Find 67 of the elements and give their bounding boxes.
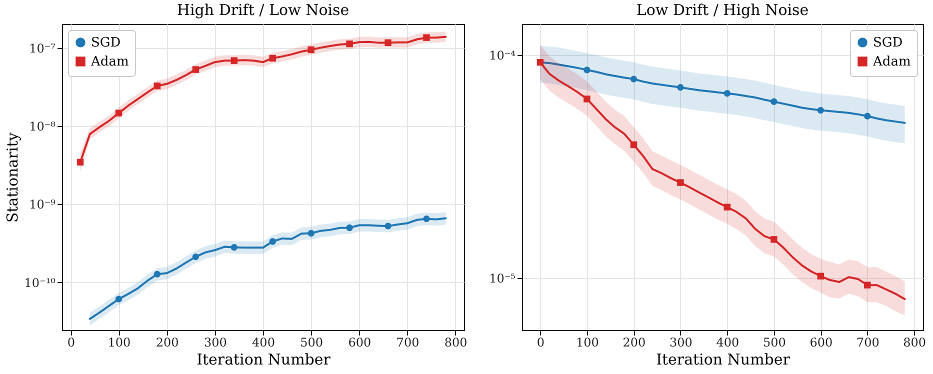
y-tick-label: 10⁻⁹	[29, 198, 56, 212]
point	[770, 236, 778, 243]
x-axis-title: Iteration Number	[196, 350, 332, 368]
x-tick-label: 700	[396, 336, 420, 350]
x-tick-label: 600	[348, 336, 372, 350]
point	[423, 34, 430, 41]
x-tick-label: 400	[252, 336, 275, 350]
x-tick-label: 200	[156, 336, 179, 350]
point	[584, 66, 590, 74]
point	[423, 215, 430, 222]
point	[384, 222, 392, 230]
point	[308, 230, 314, 237]
point	[308, 46, 314, 54]
point	[630, 141, 638, 148]
y-tick-label: 10⁻¹⁰	[24, 276, 56, 290]
point	[115, 296, 122, 302]
x-tick-label: 300	[204, 336, 227, 350]
x-tick-label: 800	[444, 336, 468, 350]
point	[76, 158, 84, 166]
legend-label: Adam	[90, 54, 129, 70]
x-tick-label: 700	[856, 336, 880, 350]
y-tick-label: 10⁻⁸	[29, 120, 56, 134]
point	[192, 66, 200, 73]
point	[817, 272, 824, 280]
x-tick-label: 800	[903, 336, 926, 350]
point	[677, 179, 684, 186]
point	[536, 58, 544, 66]
point	[677, 84, 684, 91]
legend-label: SGD	[873, 36, 903, 50]
x-tick-label: 500	[762, 336, 786, 350]
x-tick-label: 600	[810, 336, 833, 350]
x-tick-label: 400	[716, 336, 740, 350]
x-tick-label: 100	[108, 336, 131, 350]
point	[192, 253, 200, 260]
point	[724, 90, 731, 97]
point	[384, 39, 392, 46]
x-tick-label: 0	[67, 336, 75, 350]
point	[154, 82, 161, 90]
chart-title: Low Drift / High Noise	[636, 1, 809, 19]
point	[154, 270, 161, 278]
chart-title: High Drift / Low Noise	[176, 1, 350, 19]
y-tick-label: 10⁻⁵	[489, 272, 516, 286]
x-tick-label: 200	[622, 336, 646, 350]
point	[864, 112, 871, 120]
point	[817, 106, 824, 114]
point	[269, 238, 276, 245]
x-tick-label: 500	[300, 336, 324, 350]
x-tick-label: 0	[536, 336, 545, 350]
point	[864, 282, 871, 288]
point	[584, 96, 590, 102]
x-tick-label: 100	[576, 336, 599, 350]
y-axis-title: Stationarity	[3, 132, 22, 223]
point	[770, 98, 778, 105]
x-tick-label: 300	[669, 336, 692, 350]
y-tick-label: 10⁻⁷	[29, 42, 56, 56]
y-tick-label: 10⁻⁴	[489, 48, 516, 62]
point	[230, 244, 238, 251]
point	[115, 110, 122, 116]
legend-label: SGD	[91, 36, 121, 50]
point	[230, 57, 238, 64]
point	[269, 54, 276, 62]
point	[346, 40, 353, 48]
legend-label: Adam	[872, 54, 911, 70]
point	[724, 204, 731, 210]
x-axis-title: Iteration Number	[656, 350, 791, 368]
point	[630, 76, 638, 82]
point	[346, 224, 353, 232]
